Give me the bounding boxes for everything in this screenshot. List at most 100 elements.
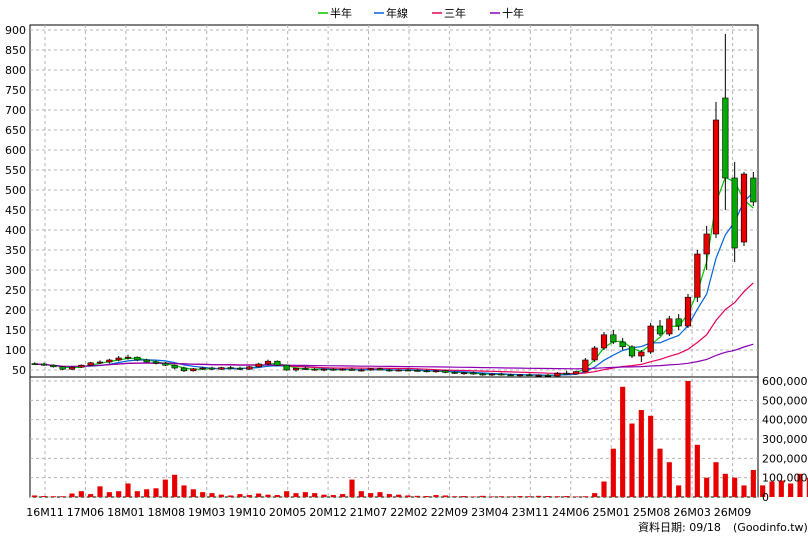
volume-bar-50 [498,496,504,497]
grid-lines [30,25,758,498]
volume-bar-37 [377,492,383,497]
candle-body-0 [31,363,38,365]
volume-bar-8 [106,492,112,497]
x-tick-5: 19M10 [228,506,266,519]
volume-bar-81 [788,483,794,497]
candle-body-32 [330,368,337,371]
candle-body-59 [582,359,589,372]
candle-body-42 [423,370,430,373]
volume-bar-9 [116,491,122,497]
candle-body-53 [526,374,533,377]
x-tick-14: 25M01 [592,506,630,519]
candle-body-48 [479,373,486,376]
legend-label-0: 半年 [330,6,352,20]
candle-body-73 [712,119,720,235]
volume-bar-34 [349,479,355,497]
candle-body-47 [470,372,477,375]
volume-bar-66 [648,415,654,497]
legend-label-3: 十年 [502,6,524,20]
candle-body-2 [50,364,57,368]
volume-bar-0 [32,495,38,497]
candle-body-45 [451,372,458,374]
volume-bar-13 [153,488,159,497]
price-tick-2: 150 [5,324,26,337]
candle-body-31 [320,368,328,371]
volume-bar-38 [386,494,392,497]
x-tick-17: 26M09 [714,506,752,519]
volume-bar-55 [545,496,551,497]
volume-bar-61 [601,481,607,497]
x-axis: 16M11 17M06 18M01 18M08 19M03 19M10 20M05 20M12… [26,506,751,519]
price-tick-13: 700 [5,104,26,117]
x-tick-12: 23M11 [512,506,550,519]
volume-bar-33 [340,494,346,497]
candle-body-35 [358,369,365,372]
volume-axis: 0 100,000 200,000 300,000 400,000 500,000 600,… [762,375,808,504]
price-tick-9: 500 [5,184,26,197]
x-tick-4: 19M03 [188,506,226,519]
volume-bar-7 [97,486,103,497]
legend-label-1: 年線 [386,6,408,20]
volume-bar-6 [88,494,94,497]
price-plot-frame [29,24,759,378]
candle-body-70 [684,296,692,327]
volume-bar-24 [256,493,262,497]
volume-bar-4 [69,493,75,497]
candle-body-4 [68,366,76,370]
candle-body-22 [236,368,244,370]
candle-body-74 [722,97,729,179]
candle-body-38 [386,369,393,372]
volume-bar-40 [405,495,411,497]
candle-body-37 [376,368,384,371]
candle-body-44 [442,370,449,373]
candle-body-8 [106,359,113,363]
candle-body-20 [218,367,225,370]
volume-bar-67 [657,448,663,497]
volume-tick-1: 100,000 [762,472,808,485]
moving-average-lines [34,176,754,377]
price-tick-1: 100 [5,344,26,357]
candle-body-3 [59,366,66,370]
volume-bar-83 [806,477,808,497]
chart-legend: 半年 年線 三年 十年 [318,6,524,20]
volume-bar-71 [694,444,700,497]
candlestick-series [31,34,757,377]
price-tick-17: 900 [5,24,26,37]
candle-body-61 [600,334,608,349]
data-date-label: 資料日期: 09/18 [638,520,721,534]
volume-bar-31 [321,494,327,497]
volume-bar-22 [237,494,243,497]
candle-body-36 [367,368,374,371]
volume-bar-26 [274,495,280,497]
volume-bar-53 [526,496,532,497]
candle-body-57 [563,372,570,375]
candle-body-21 [227,367,234,369]
volume-bar-44 [442,495,448,497]
candle-body-40 [404,369,412,372]
volume-bar-36 [368,493,374,497]
volume-bar-12 [144,489,150,497]
candle-body-72 [703,233,710,255]
volume-series [32,381,808,497]
volume-bar-63 [620,386,626,497]
candle-body-16 [180,367,188,372]
candle-body-76 [740,173,748,243]
price-tick-16: 850 [5,44,26,57]
candle-body-77 [750,177,757,203]
candle-body-18 [199,367,206,370]
volume-bar-19 [209,493,215,497]
candle-body-75 [731,177,738,249]
volume-bar-43 [433,495,439,497]
volume-bar-70 [685,381,691,497]
candle-body-46 [460,372,468,375]
x-tick-1: 17M06 [67,506,105,519]
price-tick-15: 800 [5,64,26,77]
candle-body-65 [638,351,645,357]
volume-bar-10 [125,483,131,497]
volume-bar-3 [60,496,66,497]
volume-bar-51 [508,496,514,497]
candle-body-52 [516,374,524,377]
x-tick-16: 26M03 [673,506,711,519]
